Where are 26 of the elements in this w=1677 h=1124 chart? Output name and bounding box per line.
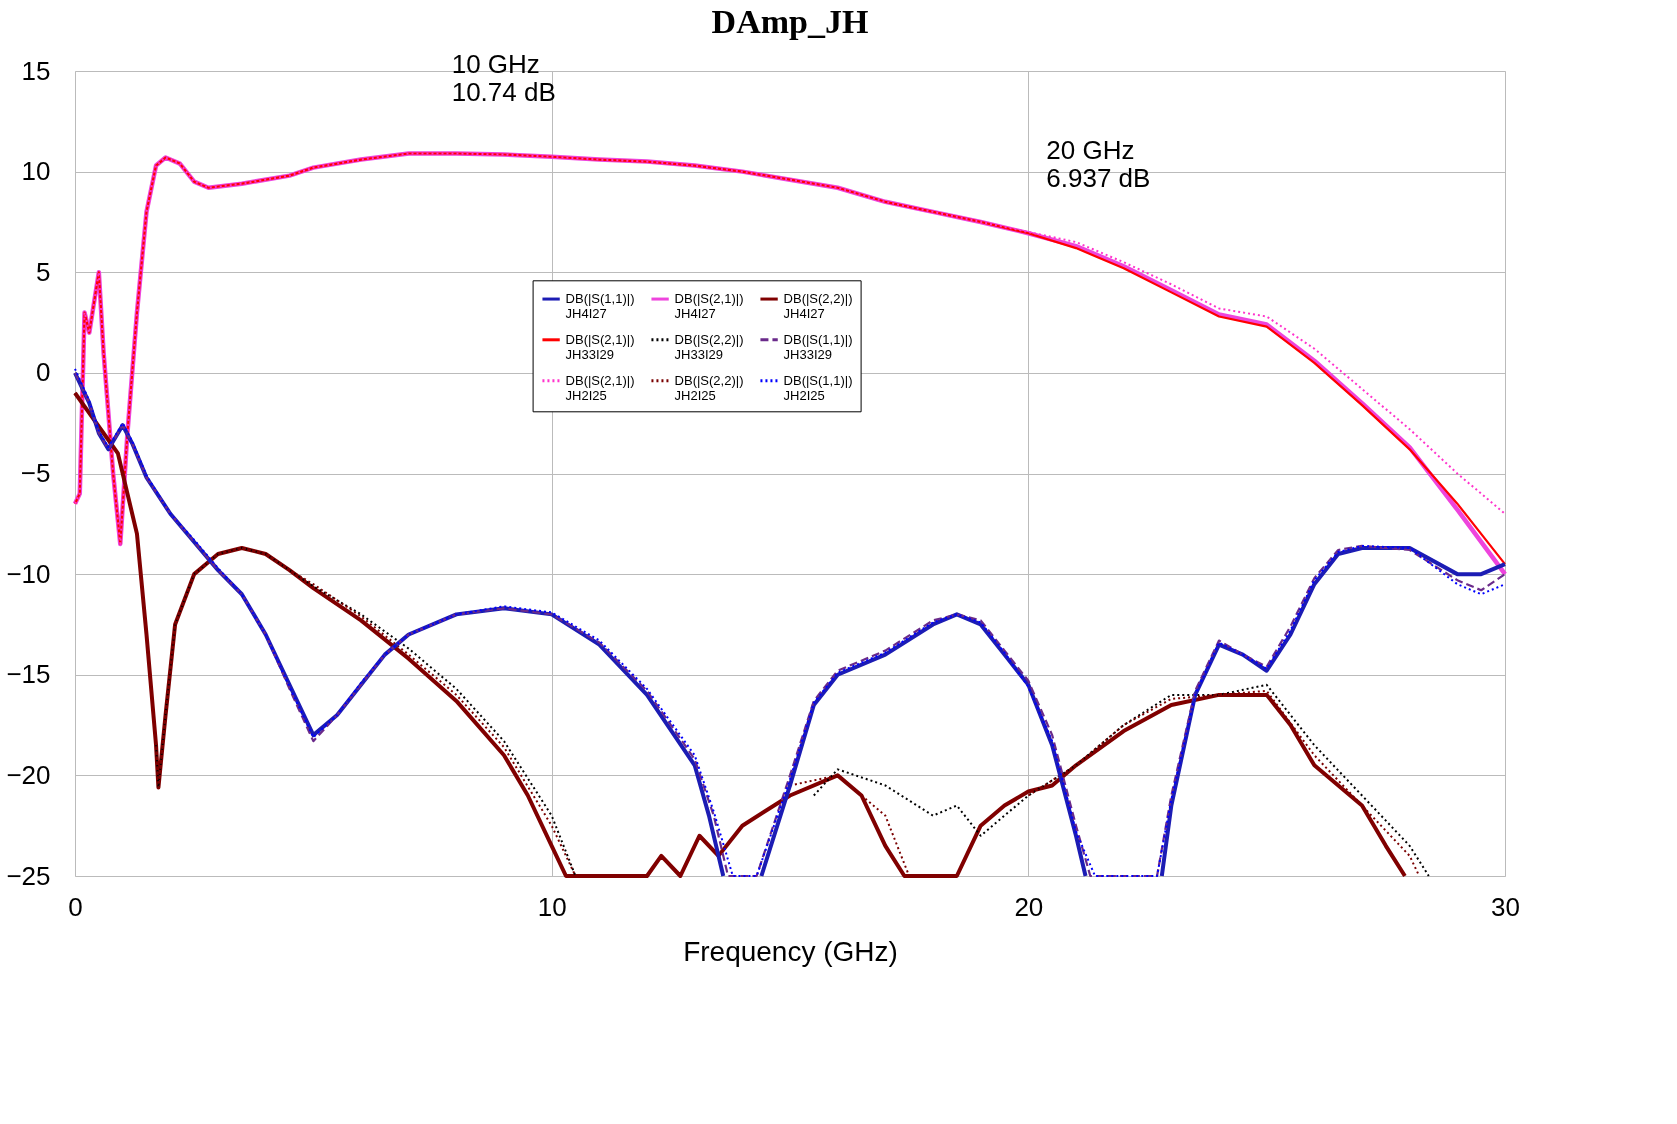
chart-title: DAmp_JH [711,2,869,40]
y-tick-label: −15 [6,659,51,690]
y-tick-label: 5 [36,256,51,287]
legend-label: DB(|S(2,2)|) JH4I27 [783,291,853,322]
annotation: 20 GHz 6.937 dB [1046,135,1151,194]
legend-label: DB(|S(2,1)|) JH2I25 [565,372,635,403]
x-tick-label: 0 [68,891,83,922]
legend-label: DB(|S(1,1)|) JH33I29 [783,331,853,362]
x-tick-label: 30 [1491,891,1520,922]
y-tick-label: 0 [36,357,51,388]
x-axis-title: Frequency (GHz) [683,935,898,967]
y-tick-label: 10 [21,156,51,187]
x-tick-label: 10 [537,891,567,922]
y-tick-label: −25 [6,860,51,891]
legend-label: DB(|S(2,1)|) JH4I27 [674,291,744,322]
y-tick-label: −5 [20,458,51,488]
annotation: 10 GHz 10.74 dB [451,48,556,107]
y-tick-label: −20 [6,759,51,790]
y-tick-label: −10 [6,558,51,589]
x-tick-label: 20 [1014,891,1044,922]
legend-label: DB(|S(1,1)|) JH2I25 [783,372,853,403]
legend-label: DB(|S(2,1)|) JH33I29 [565,331,635,362]
legend-label: DB(|S(2,2)|) JH2I25 [674,372,744,403]
y-tick-label: 15 [21,55,51,86]
legend-label: DB(|S(1,1)|) JH4I27 [565,291,635,322]
legend-label: DB(|S(2,2)|) JH33I29 [674,331,744,362]
